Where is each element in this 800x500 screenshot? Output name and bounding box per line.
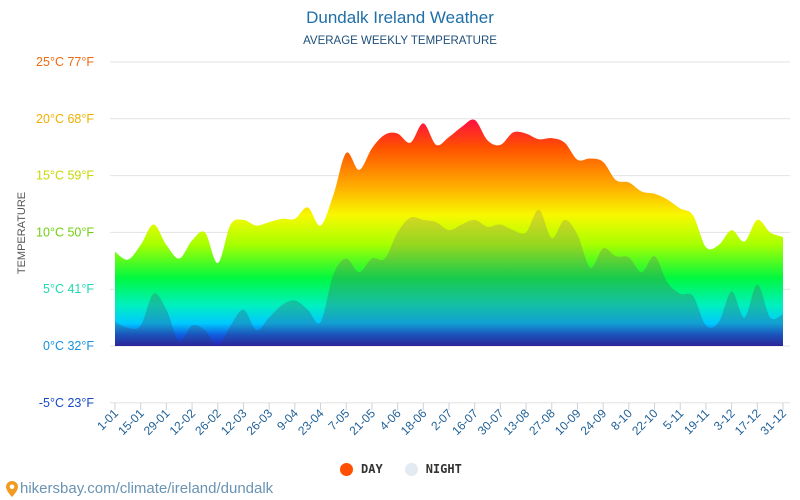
night-area — [115, 209, 783, 347]
legend-day-label: DAY — [361, 462, 383, 476]
chart-subtitle: AVERAGE WEEKLY TEMPERATURE — [303, 35, 497, 47]
legend-night-label: NIGHT — [425, 462, 462, 476]
x-tick-label: 19-11 — [681, 406, 712, 437]
x-tick-label: 18-06 — [398, 406, 430, 438]
footer-link[interactable]: hikersbay.com/climate/ireland/dundalk — [6, 480, 273, 497]
x-tick-label: 23-04 — [295, 406, 327, 438]
y-tick-label: 5°C 41°F — [43, 282, 94, 296]
x-tick-label: 16-07 — [449, 406, 481, 438]
x-tick-label: 26-03 — [244, 406, 276, 438]
chart-title: Dundalk Ireland Weather — [306, 8, 494, 27]
legend: DAY NIGHT — [340, 462, 462, 476]
x-tick-label: 15-01 — [115, 406, 147, 438]
x-tick-label: 10-09 — [552, 406, 584, 438]
x-tick-label: 13-08 — [501, 406, 533, 438]
y-axis-label: TEMPERATURE — [16, 192, 28, 274]
x-tick-label: 12-03 — [218, 406, 250, 438]
map-pin-icon — [6, 480, 18, 497]
legend-night[interactable]: NIGHT — [404, 462, 462, 476]
x-tick-label: 24-09 — [578, 406, 610, 438]
x-tick-label: 22-10 — [629, 406, 661, 438]
x-tick-label: 12-02 — [167, 406, 199, 438]
y-tick-label: 20°C 68°F — [36, 112, 94, 126]
night-dot-icon — [404, 462, 418, 476]
y-tick-label: 25°C 77°F — [36, 55, 94, 69]
x-tick-label: 30-07 — [475, 406, 507, 438]
y-tick-label: 10°C 50°F — [36, 225, 94, 239]
y-tick-label: 0°C 32°F — [43, 339, 94, 353]
y-tick-label: 15°C 59°F — [36, 169, 94, 183]
x-tick-label: 17-12 — [732, 406, 764, 438]
x-tick-label: 27-08 — [526, 406, 558, 438]
footer-url: hikersbay.com/climate/ireland/dundalk — [20, 480, 274, 497]
y-tick-label: -5°C 23°F — [39, 396, 95, 410]
x-tick-label: 31-12 — [758, 406, 790, 438]
legend-day[interactable]: DAY — [340, 462, 383, 476]
x-tick-label: 26-02 — [192, 406, 224, 438]
day-dot-icon — [340, 462, 353, 476]
x-tick-label: 21-05 — [346, 406, 378, 438]
x-tick-label: 29-01 — [141, 406, 173, 438]
